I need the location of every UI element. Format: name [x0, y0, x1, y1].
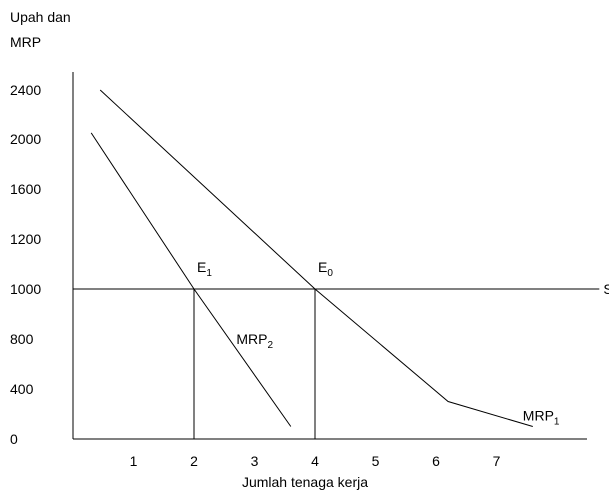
- label-e1: E1: [197, 259, 212, 279]
- label-e0: E0: [318, 259, 333, 279]
- x-tick-labels: 1 2 3 4 5 6 7: [130, 453, 501, 469]
- x-axis-title: Jumlah tenaga kerja: [242, 474, 368, 490]
- y-tick-label: 0: [10, 431, 18, 447]
- x-tick-label: 6: [432, 453, 440, 469]
- y-tick-labels: 0 400 800 1000 1200 1600 2000 2400: [10, 82, 41, 447]
- x-tick-label: 7: [493, 453, 501, 469]
- y-axis-title-line-1: Upah dan: [10, 9, 71, 25]
- y-tick-label: 1600: [10, 181, 41, 197]
- y-tick-label: 1000: [10, 281, 41, 297]
- y-tick-label: 2400: [10, 82, 41, 98]
- curve-mrp1: [99, 89, 533, 427]
- curve-mrp2: [90, 132, 292, 427]
- y-tick-label: 400: [10, 381, 34, 397]
- y-tick-label: 800: [10, 331, 34, 347]
- x-tick-label: 1: [130, 453, 138, 469]
- y-tick-label: 1200: [10, 231, 41, 247]
- y-tick-label: 2000: [10, 131, 41, 147]
- series-layer: [73, 89, 600, 427]
- x-tick-label: 5: [372, 453, 380, 469]
- label-sf: Sf: [603, 281, 609, 297]
- x-tick-label: 2: [190, 453, 198, 469]
- y-axis-title: Upah dan MRP: [10, 9, 71, 50]
- y-axis-title-line-2: MRP: [10, 34, 41, 50]
- x-tick-label: 3: [251, 453, 259, 469]
- curve-labels: Sf MRP1 MRP2 E1 E0: [197, 259, 609, 428]
- x-tick-label: 4: [311, 453, 319, 469]
- label-mrp1: MRP1: [523, 408, 560, 428]
- label-mrp2: MRP2: [236, 331, 273, 351]
- equilibrium-guides: [193, 289, 316, 439]
